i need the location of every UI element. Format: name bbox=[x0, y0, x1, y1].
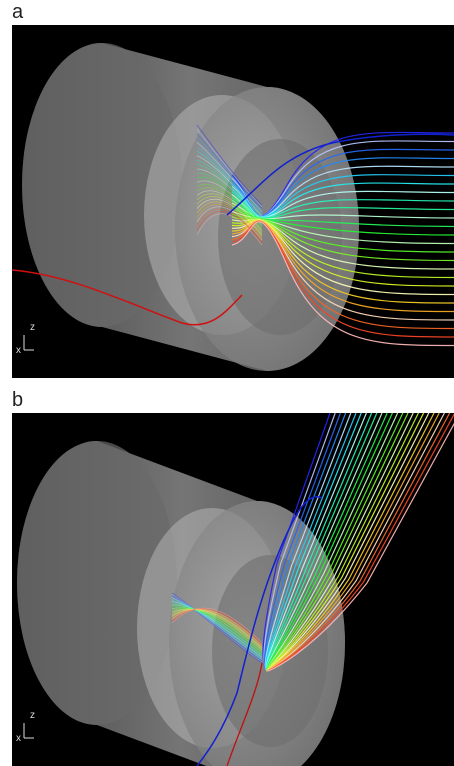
panel-b: z x bbox=[12, 413, 454, 766]
axis-label: x bbox=[16, 733, 21, 744]
axis-label: x bbox=[16, 345, 21, 356]
panel-a: z x bbox=[12, 25, 454, 378]
panel-label: a bbox=[12, 1, 24, 23]
panel-label: b bbox=[12, 389, 23, 411]
axis-label: z bbox=[30, 322, 35, 333]
axis-label: z bbox=[30, 710, 35, 721]
figure: a z x b z x bbox=[0, 0, 454, 766]
